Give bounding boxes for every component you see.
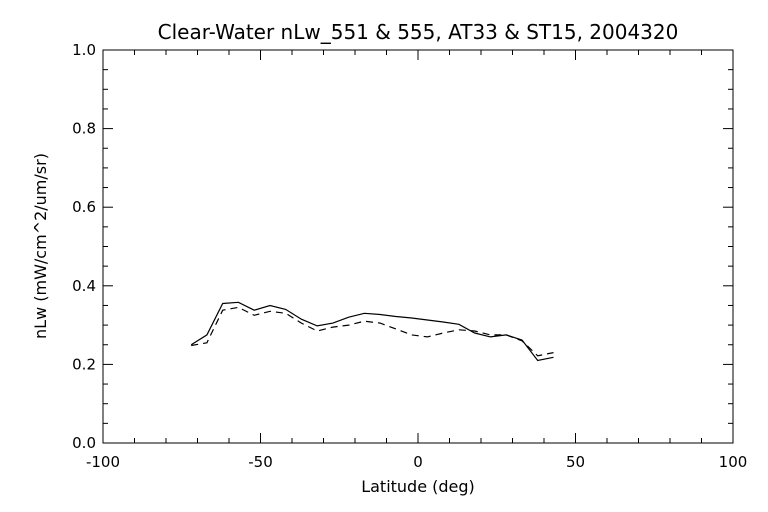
y-tick-label: 0.2 (72, 355, 96, 373)
series-group (190, 301, 554, 362)
y-tick-labels: 0.0 0.2 0.4 0.6 0.8 1.0 (72, 41, 96, 452)
y-axis-label: nLw (mW/cm^2/um/sr) (31, 153, 50, 339)
x-tick-label: 0 (413, 453, 423, 471)
x-tick-label: -100 (86, 453, 120, 471)
chart-title: Clear-Water nLw_551 & 555, AT33 & ST15, … (158, 20, 679, 44)
x-tick-labels: -100 -50 0 50 100 (86, 453, 747, 471)
series-line-solid (190, 301, 554, 362)
axis-ticks (102, 49, 734, 444)
plot-frame (102, 49, 734, 444)
y-tick-label: 0.8 (72, 120, 96, 138)
x-axis-label: Latitude (deg) (361, 477, 475, 496)
y-tick-label: 0.6 (72, 198, 96, 216)
series-line-dashed (191, 306, 554, 357)
y-tick-label: 0.0 (72, 434, 96, 452)
x-tick-label: -50 (248, 453, 273, 471)
x-tick-label: 50 (566, 453, 585, 471)
y-tick-label: 1.0 (72, 41, 96, 59)
x-tick-label: 100 (719, 453, 748, 471)
y-tick-label: 0.4 (72, 277, 96, 295)
